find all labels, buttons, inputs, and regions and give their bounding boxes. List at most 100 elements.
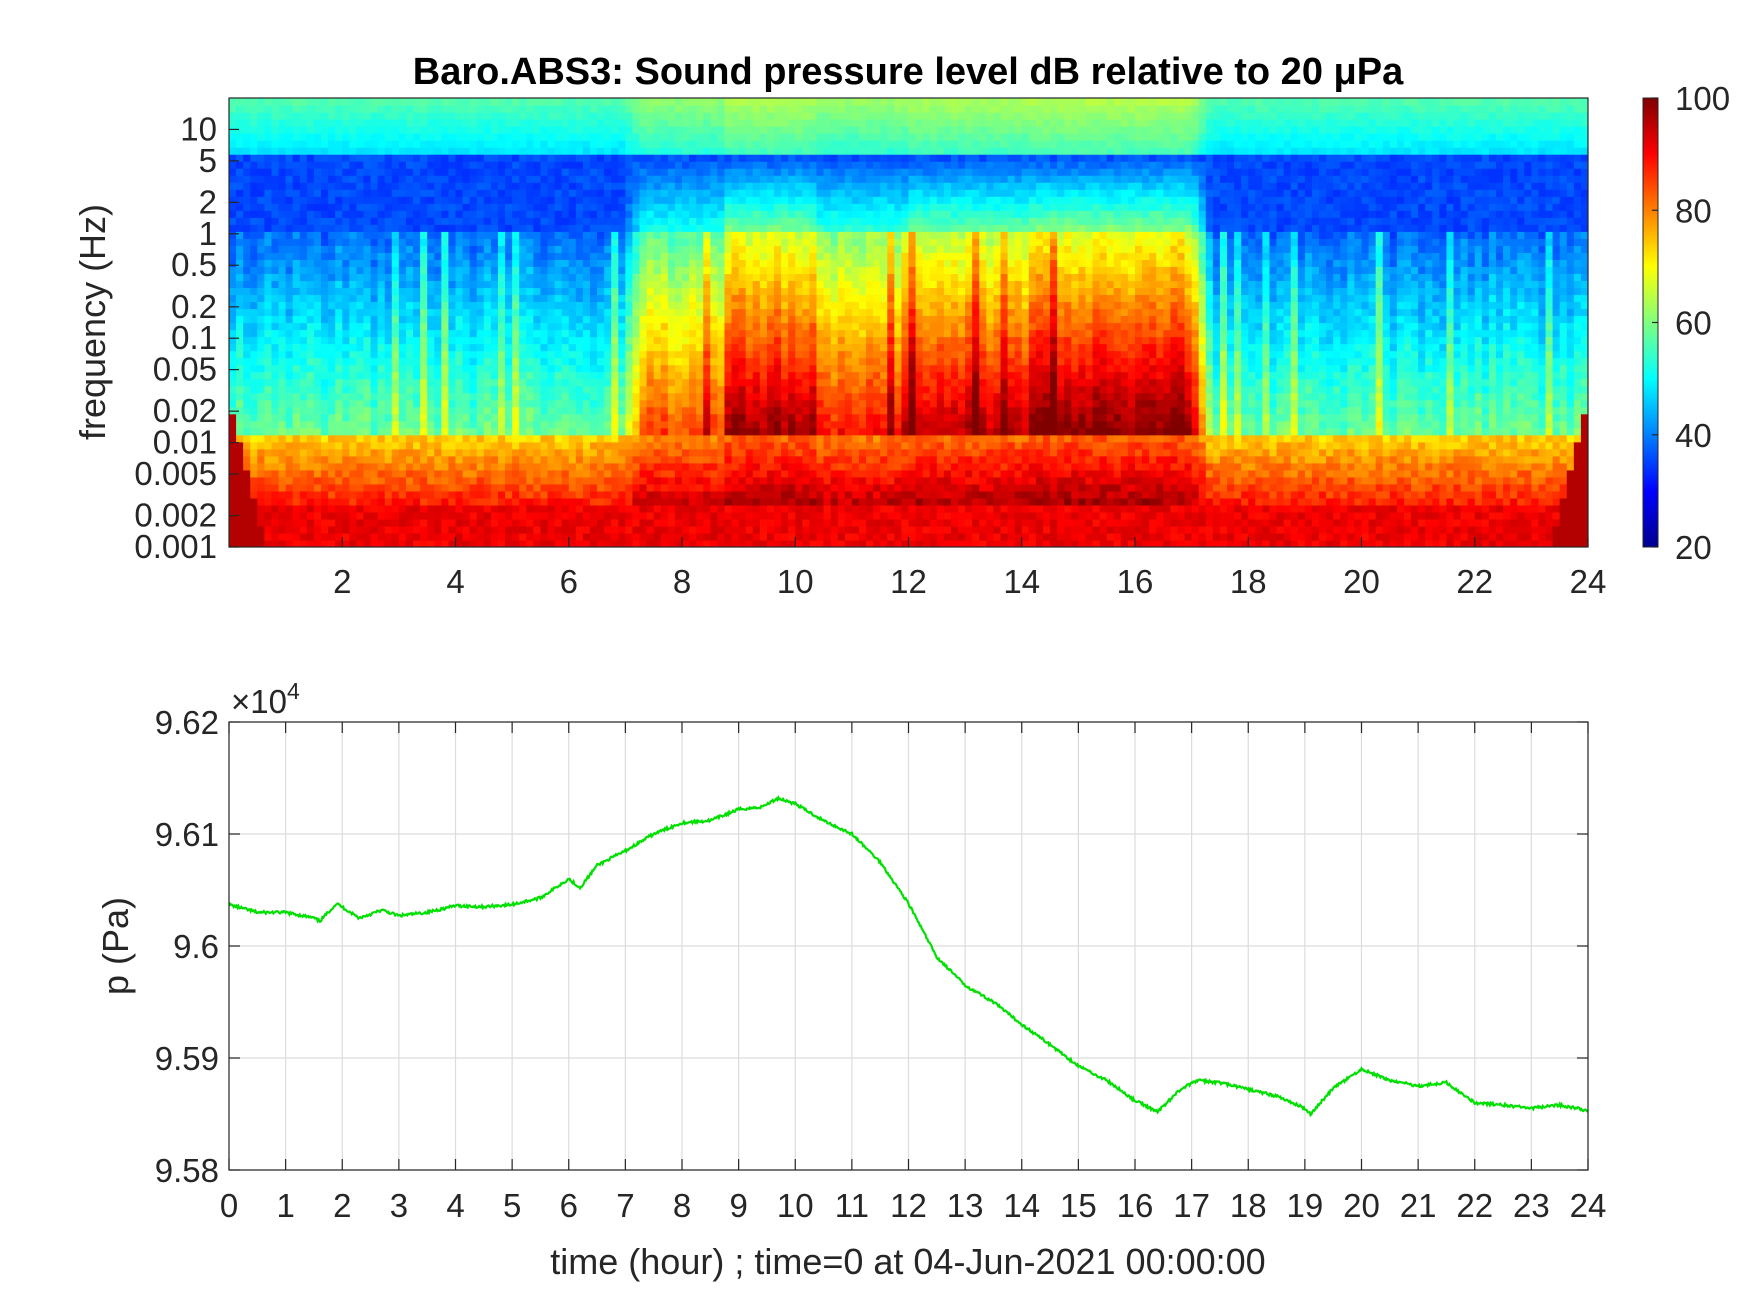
spectrogram-cell [420,322,428,331]
spectrogram-cell [689,308,697,317]
spectrogram-cell [356,112,365,120]
spectrogram-cell [738,266,747,274]
spectrogram-cell [625,525,634,534]
spectrogram-cell [752,168,761,176]
spectrogram-cell [724,329,733,338]
spectrogram-cell [766,350,775,359]
spectrogram-cell [752,210,761,218]
spectrogram-cell [271,266,280,274]
spectrogram-cell [292,119,301,127]
spectrogram-cell [483,273,492,282]
spectrogram-cell [575,147,584,155]
spectrogram-cell [759,525,768,534]
spectrogram-cell [321,476,329,485]
spectrogram-cell [391,252,400,260]
spectrogram-cell [519,287,527,296]
spectrogram-cell [455,497,464,506]
spectrogram-cell [384,266,393,274]
spectrogram-cell [774,147,782,155]
spectrogram-cell [278,350,287,359]
spectrogram-cell [774,315,782,324]
spectrogram-cell [505,252,513,260]
spectrogram-cell [292,294,301,303]
spectrogram-cell [405,532,414,541]
spectrogram-cell [448,196,457,204]
spectrogram-cell [660,119,669,127]
spectrogram-cell [420,469,428,478]
spectrogram-cell [582,441,591,450]
spectrogram-cell [759,518,768,527]
spectrogram-cell [597,259,605,267]
spectrogram-cell [533,308,542,317]
spectrogram-cell [420,532,428,541]
spectrogram-cell [377,266,386,274]
spectrogram-cell [469,231,478,239]
spectrogram-cell [370,175,379,183]
spectrogram-cell [328,168,336,176]
spectrogram-cell [611,238,619,246]
spectrogram-cell [618,539,626,547]
spectrogram-cell [236,273,244,282]
spectrogram-cell [413,175,421,183]
spectrogram-cell [405,203,414,211]
spectrogram-cell [278,329,287,338]
spectrogram-cell [243,525,251,534]
spectrogram-cell [696,385,704,394]
spectrogram-cell [731,189,740,197]
spectrogram-cell [568,315,577,324]
spectrogram-cell [391,203,400,211]
spectrogram-cell [278,98,287,106]
spectrogram-cell [420,357,428,366]
spectrogram-cell [774,518,782,527]
spectrogram-cell [313,420,322,429]
spectrogram-cell [505,490,513,499]
spectrogram-cell [604,119,612,127]
spectrogram-cell [349,196,358,204]
spectrogram-cell [370,126,379,134]
spectrogram-cell [752,105,761,113]
spectrogram-cell [660,189,669,197]
spectrogram-cell [257,252,265,260]
spectrogram-cell [377,385,386,394]
spectrogram-cell [250,287,258,296]
spectrogram-cell [321,203,329,211]
spectrogram-cell [420,189,428,197]
spectrogram-cell [250,140,258,148]
spectrogram-cell [271,119,280,127]
spectrogram-cell [547,357,556,366]
spectrogram-cell [299,280,308,289]
spectrogram-cell [398,126,407,134]
spectrogram-cell [639,154,648,162]
spectrogram-cell [604,245,612,253]
spectrogram-cell [582,105,591,113]
spectrogram-cell [731,504,740,513]
spectrogram-cell [766,441,775,450]
spectrogram-cell [299,413,308,422]
spectrogram-cell [243,511,251,520]
spectrogram-cell [306,217,315,225]
spectrogram-cell [575,252,584,260]
spectrogram-cell [561,301,570,310]
spectrogram-cell [306,140,315,148]
spectrogram-cell [469,322,478,331]
spectrogram-cell [703,406,711,415]
spectrogram-cell [526,378,534,387]
spectrogram-cell [278,518,287,527]
spectrogram-cell [646,266,655,274]
spectrogram-cell [236,161,244,169]
spectrogram-cell [271,413,280,422]
spectrogram-cell [682,280,690,289]
spectrogram-cell [391,469,400,478]
spectrogram-cell [766,252,775,260]
spectrogram-cell [306,231,315,239]
spectrogram-cell [625,371,634,380]
spectrogram-cell [462,441,471,450]
spectrogram-cell [342,273,350,282]
spectrogram-cell [646,189,655,197]
spectrogram-cell [689,329,697,338]
spectrogram-cell [229,245,237,253]
spectrogram-cell [682,119,690,127]
spectrogram-cell [250,322,258,331]
spectrogram-cell [420,511,428,520]
spectrogram-cell [271,182,280,190]
